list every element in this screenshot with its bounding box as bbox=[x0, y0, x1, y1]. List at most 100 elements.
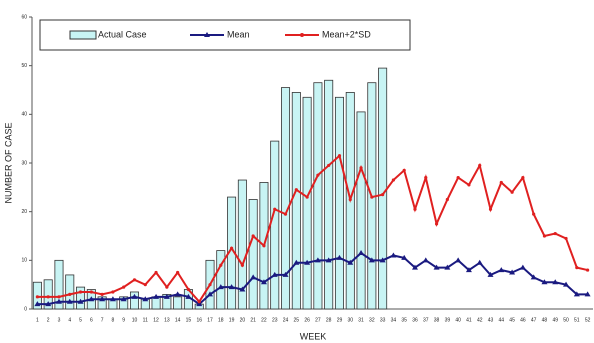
x-tick-label: 49 bbox=[552, 317, 558, 323]
marker bbox=[445, 197, 449, 202]
marker bbox=[359, 166, 363, 170]
marker bbox=[154, 270, 158, 275]
x-tick-label: 3 bbox=[58, 317, 61, 323]
marker bbox=[294, 188, 298, 192]
marker bbox=[379, 257, 386, 263]
marker bbox=[542, 234, 547, 238]
marker bbox=[165, 285, 169, 289]
marker bbox=[575, 266, 579, 270]
marker bbox=[208, 283, 212, 287]
marker bbox=[251, 234, 255, 238]
marker bbox=[433, 264, 440, 270]
marker bbox=[498, 267, 505, 273]
marker bbox=[260, 279, 267, 285]
marker bbox=[240, 263, 244, 267]
marker bbox=[467, 183, 471, 187]
x-tick-label: 48 bbox=[542, 317, 548, 323]
bar bbox=[334, 96, 344, 310]
bar bbox=[129, 291, 139, 310]
marker bbox=[305, 195, 309, 199]
bar bbox=[173, 296, 183, 310]
marker bbox=[282, 271, 289, 277]
x-tick-label: 19 bbox=[229, 317, 235, 323]
x-tick-label: 39 bbox=[445, 317, 451, 323]
x-tick-label: 44 bbox=[499, 317, 505, 323]
marker bbox=[217, 284, 224, 290]
legend-label: Mean+2*SD bbox=[322, 29, 371, 39]
marker bbox=[521, 176, 525, 180]
marker bbox=[476, 259, 483, 265]
marker bbox=[401, 254, 408, 260]
y-tick-label: 20 bbox=[21, 209, 27, 215]
x-tick-label: 15 bbox=[186, 317, 192, 323]
marker bbox=[336, 254, 343, 260]
x-axis-label: WEEK bbox=[300, 331, 327, 341]
marker bbox=[381, 193, 385, 197]
marker bbox=[132, 278, 137, 282]
bar bbox=[248, 199, 258, 310]
marker bbox=[304, 259, 311, 265]
x-tick-label: 10 bbox=[132, 317, 138, 323]
marker bbox=[487, 271, 494, 277]
bar bbox=[216, 250, 226, 310]
bar bbox=[281, 87, 291, 310]
bar bbox=[378, 67, 388, 310]
marker bbox=[186, 287, 191, 292]
marker bbox=[153, 293, 160, 299]
bar bbox=[356, 111, 366, 310]
x-tick-label: 35 bbox=[401, 317, 407, 323]
marker bbox=[337, 154, 342, 158]
marker bbox=[250, 274, 257, 280]
marker bbox=[88, 296, 95, 302]
marker bbox=[325, 257, 332, 263]
legend-marker bbox=[204, 32, 210, 37]
marker bbox=[262, 244, 266, 248]
x-tick-label: 24 bbox=[283, 317, 289, 323]
marker bbox=[358, 250, 365, 256]
x-tick-label: 46 bbox=[520, 317, 526, 323]
x-tick-label: 9 bbox=[122, 317, 125, 323]
marker bbox=[573, 291, 580, 297]
marker bbox=[586, 268, 590, 272]
marker bbox=[584, 291, 591, 297]
x-tick-label: 14 bbox=[175, 317, 181, 323]
y-tick-label: 30 bbox=[21, 160, 27, 166]
x-tick-label: 5 bbox=[79, 317, 82, 323]
marker bbox=[100, 292, 104, 296]
x-tick-label: 50 bbox=[563, 317, 569, 323]
line bbox=[37, 153, 588, 304]
marker bbox=[499, 180, 503, 185]
x-tick-label: 28 bbox=[326, 317, 332, 323]
marker bbox=[142, 296, 149, 302]
marker bbox=[509, 269, 516, 275]
marker bbox=[46, 295, 50, 299]
bar bbox=[324, 79, 334, 310]
marker bbox=[347, 259, 354, 265]
marker bbox=[45, 301, 52, 307]
marker bbox=[109, 296, 116, 302]
marker bbox=[541, 279, 548, 285]
marker bbox=[163, 293, 170, 299]
x-tick-label: 38 bbox=[434, 317, 440, 323]
y-tick-label: 60 bbox=[21, 14, 27, 20]
x-tick-label: 22 bbox=[261, 317, 267, 323]
marker bbox=[271, 271, 278, 277]
marker bbox=[219, 263, 223, 267]
marker bbox=[327, 163, 331, 168]
x-tick-label: 11 bbox=[143, 317, 148, 323]
x-tick-label: 32 bbox=[369, 317, 375, 323]
y-tick-label: 0 bbox=[24, 306, 27, 312]
bar bbox=[313, 82, 323, 310]
x-tick-label: 13 bbox=[164, 317, 170, 323]
marker bbox=[68, 292, 72, 296]
marker bbox=[553, 231, 557, 236]
x-tick-label: 26 bbox=[304, 317, 310, 323]
x-tick-label: 31 bbox=[358, 317, 364, 323]
legend-label: Mean bbox=[227, 29, 250, 39]
x-tick-label: 29 bbox=[337, 317, 343, 323]
marker bbox=[207, 291, 214, 297]
x-tick-label: 40 bbox=[455, 317, 461, 323]
marker bbox=[197, 300, 201, 304]
x-tick-label: 2 bbox=[47, 317, 50, 323]
marker bbox=[411, 264, 418, 270]
